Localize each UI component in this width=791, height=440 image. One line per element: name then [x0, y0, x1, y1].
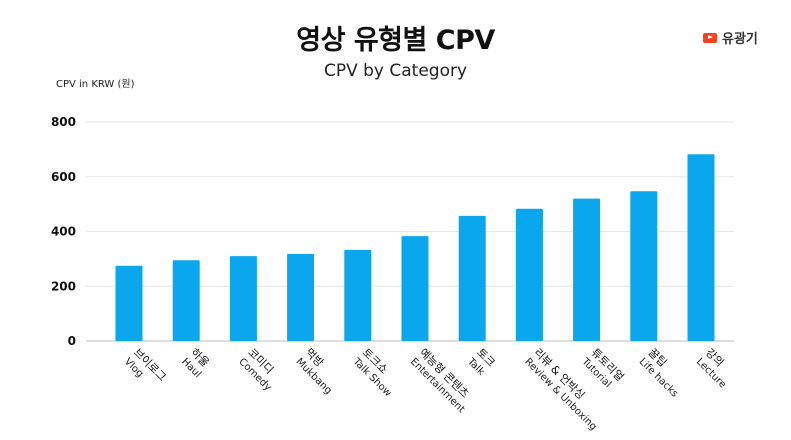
- bar: [458, 215, 486, 341]
- bar: [515, 208, 543, 341]
- bar: [172, 260, 200, 341]
- chart-subtitle: CPV by Category: [323, 61, 468, 81]
- y-tick-label: 0: [68, 334, 76, 348]
- bar: [687, 154, 715, 341]
- bar: [630, 191, 658, 341]
- brand-logo: 유광기: [703, 28, 758, 47]
- bar: [229, 256, 257, 341]
- bar: [115, 265, 143, 341]
- y-axis-label: CPV in KRW (원): [56, 79, 135, 90]
- y-tick-label: 600: [51, 170, 76, 184]
- bar: [573, 198, 601, 341]
- y-tick-label: 200: [51, 279, 76, 293]
- bar: [344, 249, 372, 341]
- bar: [401, 236, 429, 341]
- brand-label: 유광기: [722, 32, 758, 47]
- chart-title: 영상 유형별 CPV: [296, 25, 495, 56]
- bar: [287, 253, 315, 341]
- play-icon: [703, 32, 717, 43]
- y-tick-label: 400: [51, 225, 76, 239]
- y-tick-label: 800: [51, 115, 76, 129]
